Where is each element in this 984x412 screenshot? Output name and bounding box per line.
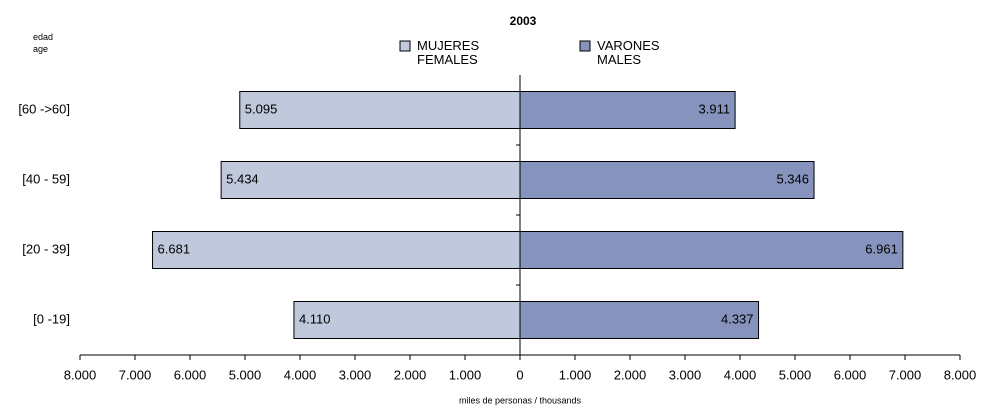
legend-label: VARONES MALES <box>597 38 660 67</box>
x-tick-label: 2.000 <box>394 367 427 382</box>
x-tick-label: 6.000 <box>174 367 207 382</box>
x-tick-label: 7.000 <box>119 367 152 382</box>
x-tick-label: 4.000 <box>724 367 757 382</box>
bar <box>293 301 521 339</box>
data-label: 5.434 <box>226 171 259 186</box>
x-tick-label: 8.000 <box>64 367 97 382</box>
x-axis-label: miles de personas / thousands <box>459 395 582 405</box>
data-label: 5.095 <box>245 101 278 116</box>
bar <box>239 91 521 129</box>
x-tick-label: 5.000 <box>779 367 812 382</box>
chart-title: 2003 <box>510 14 537 28</box>
y-tick-label: [40 - 59] <box>22 171 70 186</box>
bar <box>519 231 904 269</box>
data-label: 6.961 <box>865 241 898 256</box>
x-tick-label: 5.000 <box>229 367 262 382</box>
y-tick-label: [20 - 39] <box>22 241 70 256</box>
bar <box>152 231 521 269</box>
bar <box>519 301 760 339</box>
data-label: 4.337 <box>721 311 754 326</box>
x-tick-label: 7.000 <box>889 367 922 382</box>
x-tick-label: 6.000 <box>834 367 867 382</box>
legend-label: MUJERES FEMALES <box>417 38 480 67</box>
legend-swatch <box>579 40 591 52</box>
x-tick-label: 2.000 <box>614 367 647 382</box>
bar <box>519 91 736 129</box>
legend-swatch <box>399 40 411 52</box>
data-label: 3.911 <box>699 101 731 116</box>
data-label: 6.681 <box>158 241 191 256</box>
x-tick-label: 8.000 <box>944 367 977 382</box>
x-tick-label: 4.000 <box>284 367 317 382</box>
data-label: 5.346 <box>776 171 809 186</box>
x-tick-label: 1.000 <box>449 367 482 382</box>
bar <box>519 161 815 199</box>
x-tick-label: 0 <box>516 367 523 382</box>
bar <box>220 161 521 199</box>
x-tick-label: 3.000 <box>669 367 702 382</box>
y-axis-label: edad age <box>33 32 54 54</box>
data-label: 4.110 <box>299 311 331 326</box>
x-tick-label: 1.000 <box>559 367 592 382</box>
y-tick-label: [0 -19] <box>33 311 70 326</box>
y-tick-label: [60 ->60] <box>18 101 70 116</box>
x-tick-label: 3.000 <box>339 367 372 382</box>
